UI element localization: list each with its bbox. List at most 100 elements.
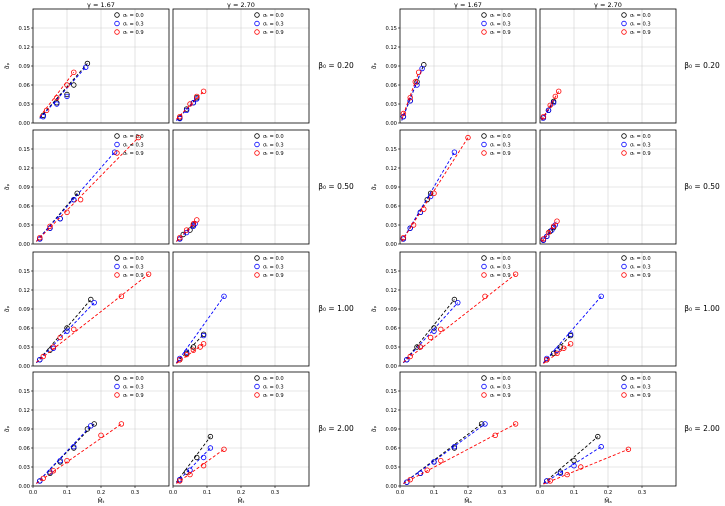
y-tick-label: 0.09 xyxy=(385,307,397,313)
data-point-series-2 xyxy=(561,345,567,351)
y-tick-label: 0.09 xyxy=(18,185,30,191)
data-point-series-2 xyxy=(544,356,550,363)
data-point-series-0 xyxy=(190,344,197,350)
legend-marker xyxy=(254,255,260,261)
axes-frame xyxy=(539,251,677,367)
fit-line-series-0 xyxy=(36,423,95,484)
labels-layer: γ = 1.67 γ = 2.70 γ = 1.67 γ = 2.70 β₀ = 0.2… xyxy=(87,1,720,433)
legend-marker xyxy=(254,29,260,35)
legend-marker xyxy=(621,141,627,148)
data-point-series-1 xyxy=(64,328,70,334)
legend-label: σₜ = 0.9 xyxy=(490,151,511,157)
data-point-series-1 xyxy=(71,196,77,203)
data-point-series-2 xyxy=(64,457,70,464)
axes-frame xyxy=(539,8,677,124)
data-point-series-2 xyxy=(187,471,193,478)
legend-marker xyxy=(481,375,487,381)
legend-marker xyxy=(254,392,260,398)
legend-label: σₜ = 0.9 xyxy=(263,273,284,279)
data-point-series-1 xyxy=(404,479,410,485)
data-point-series-1 xyxy=(455,299,461,306)
y-tick-label: 0.06 xyxy=(18,83,30,89)
data-point-series-2 xyxy=(183,227,190,233)
data-point-series-2 xyxy=(200,463,207,469)
data-point-series-2 xyxy=(431,190,437,197)
legend-label: σₜ = 0.9 xyxy=(123,273,144,279)
y-axis-label: σ̄ₚ xyxy=(371,305,378,312)
data-point-series-2 xyxy=(547,102,553,108)
legend-marker xyxy=(621,12,627,18)
data-point-series-2 xyxy=(145,271,152,277)
panel-r2c0: 0.00 0.03 0.06 0.09 0.12 0.15 σ̄ₚ σₜ = 0.0 σₜ = … xyxy=(4,251,170,370)
legend-marker xyxy=(621,133,627,139)
data-point-series-2 xyxy=(545,229,552,236)
data-point-series-2 xyxy=(71,69,77,76)
legend-label: σₜ = 0.9 xyxy=(123,151,144,157)
data-point-series-2 xyxy=(200,88,207,95)
legend-label: σₜ = 0.9 xyxy=(490,393,511,399)
data-point-series-0 xyxy=(571,457,577,464)
legend-marker xyxy=(254,20,260,27)
y-tick-label: 0.00 xyxy=(385,364,397,370)
legend-label: σₜ = 0.9 xyxy=(630,151,651,157)
fit-line-series-1 xyxy=(176,296,225,364)
data-point-series-1 xyxy=(417,209,424,216)
axes-frame xyxy=(172,251,310,367)
legend-label: σₜ = 0.0 xyxy=(490,13,511,19)
legend-label: σₜ = 0.3 xyxy=(630,22,651,28)
data-point-series-1 xyxy=(451,149,458,155)
y-tick-label: 0.00 xyxy=(385,121,397,127)
x-axis-label: M̄ₐ xyxy=(464,498,472,505)
panel-r3c2: 0.00 0.03 0.06 0.09 0.12 0.15 σ̄ₚ 0.0 0.1 0.2 0.3 M… xyxy=(371,371,537,505)
data-point-series-1 xyxy=(221,293,227,300)
data-point-series-2 xyxy=(625,446,632,452)
row-label: β₀ = 2.00 xyxy=(318,424,354,433)
data-point-series-1 xyxy=(200,332,207,339)
legend-label: σₜ = 0.3 xyxy=(263,22,284,28)
y-tick-label: 0.09 xyxy=(18,307,30,313)
legend-label: σₜ = 0.9 xyxy=(263,393,284,399)
data-point-series-1 xyxy=(407,225,413,231)
column-title: γ = 1.67 xyxy=(454,1,482,9)
fit-line-series-1 xyxy=(176,447,211,484)
y-axis-label: σ̄ₚ xyxy=(4,183,11,190)
data-point-series-2 xyxy=(40,353,46,360)
data-point-series-1 xyxy=(544,478,550,484)
data-point-series-2 xyxy=(407,94,413,101)
fit-line-series-1 xyxy=(401,68,423,121)
legend-label: σₜ = 0.0 xyxy=(123,376,144,382)
data-point-series-2 xyxy=(554,218,560,224)
data-point-series-2 xyxy=(200,341,207,347)
data-point-series-2 xyxy=(578,464,584,470)
data-point-series-2 xyxy=(197,344,203,350)
data-point-series-2 xyxy=(407,476,413,483)
legend-label: σₜ = 0.3 xyxy=(123,143,144,149)
y-tick-label: 0.09 xyxy=(18,64,30,70)
legend-marker xyxy=(114,20,120,27)
data-point-series-1 xyxy=(431,328,437,334)
legend-label: σₜ = 0.9 xyxy=(630,393,651,399)
data-point-series-0 xyxy=(431,325,437,331)
y-tick-label: 0.15 xyxy=(18,269,30,275)
legend-label: σₜ = 0.3 xyxy=(630,143,651,149)
panel-r1c3: σₜ = 0.0 σₜ = 0.3 σₜ = 0.9 xyxy=(539,129,677,245)
legend-label: σₜ = 0.3 xyxy=(263,265,284,271)
data-point-series-0 xyxy=(414,79,420,85)
y-axis-label: σ̄ₚ xyxy=(371,425,378,432)
data-point-series-1 xyxy=(482,421,488,427)
data-point-series-2 xyxy=(177,478,183,484)
x-axis-label: M̄ₐ xyxy=(604,498,612,505)
legend-label: σₜ = 0.0 xyxy=(490,376,511,382)
y-tick-label: 0.00 xyxy=(385,242,397,248)
x-tick-label: 0.2 xyxy=(604,490,612,496)
data-point-series-2 xyxy=(417,344,424,350)
fit-line-series-2 xyxy=(543,448,629,485)
fit-line-series-2 xyxy=(39,72,75,117)
fit-line-series-0 xyxy=(39,63,88,119)
y-tick-label: 0.09 xyxy=(385,185,397,191)
data-point-series-2 xyxy=(427,334,434,341)
data-point-series-2 xyxy=(43,107,50,114)
y-tick-label: 0.15 xyxy=(385,147,397,153)
row-label: β₀ = 0.20 xyxy=(684,61,720,70)
legend-label: σₜ = 0.9 xyxy=(490,30,511,36)
